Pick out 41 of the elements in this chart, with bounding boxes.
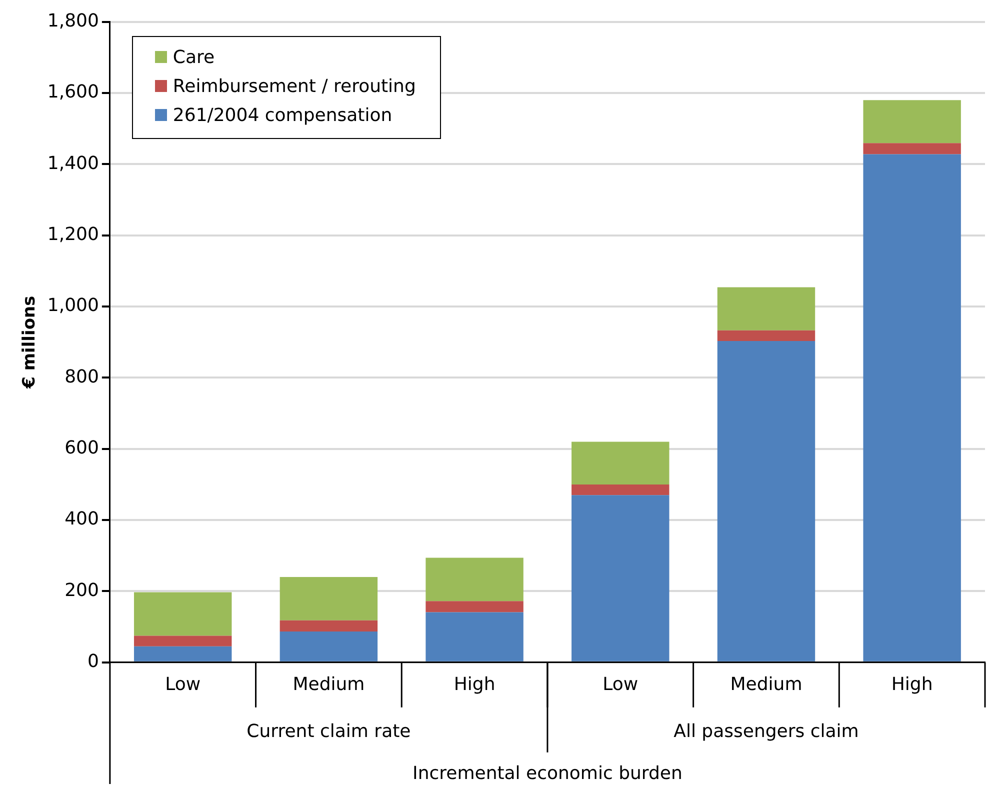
y-tick-label: 200 xyxy=(64,580,99,601)
bar xyxy=(280,620,378,632)
x-tick-label: Medium xyxy=(730,674,802,695)
legend-label: 261/2004 compensation xyxy=(172,104,392,128)
bar xyxy=(134,646,232,662)
bar xyxy=(572,484,670,496)
y-axis-title: € millions xyxy=(20,296,40,390)
y-tick-label: 800 xyxy=(64,366,99,388)
bar xyxy=(572,495,670,662)
x-tick-label: Medium xyxy=(292,674,365,695)
bar xyxy=(426,612,524,662)
y-tick-label: 1,600 xyxy=(47,82,99,103)
x-tick-label: Low xyxy=(602,674,638,695)
bar xyxy=(134,636,232,646)
y-tick-label: 1,400 xyxy=(47,152,99,174)
y-tick-label: 1,200 xyxy=(47,224,99,246)
text: Current claim rate xyxy=(246,721,411,742)
x-tick-label: High xyxy=(454,674,496,695)
bar xyxy=(426,601,524,612)
bar xyxy=(717,287,816,330)
bar xyxy=(572,442,670,484)
bar xyxy=(134,592,232,636)
bar xyxy=(426,558,524,602)
x-axis-title: Incremental economic burden xyxy=(412,763,682,784)
bar xyxy=(280,631,378,662)
y-tick-label: 400 xyxy=(64,508,99,530)
y-tick-label: 1,800 xyxy=(47,10,99,32)
y-tick-label: 0 xyxy=(87,651,99,672)
text: All passengers claim xyxy=(674,721,859,742)
y-tick-label: 1,000 xyxy=(47,295,99,316)
bar xyxy=(863,100,961,144)
bar xyxy=(717,330,816,342)
legend-label: Reimbursement / rerouting xyxy=(172,74,416,99)
bar xyxy=(863,154,961,662)
bar xyxy=(717,341,816,662)
bar xyxy=(280,576,378,620)
bar xyxy=(863,143,961,154)
x-tick-label: Low xyxy=(165,674,201,695)
legend-label: Care xyxy=(172,46,215,70)
x-tick-label: High xyxy=(891,674,933,695)
y-tick-label: 600 xyxy=(64,438,99,459)
